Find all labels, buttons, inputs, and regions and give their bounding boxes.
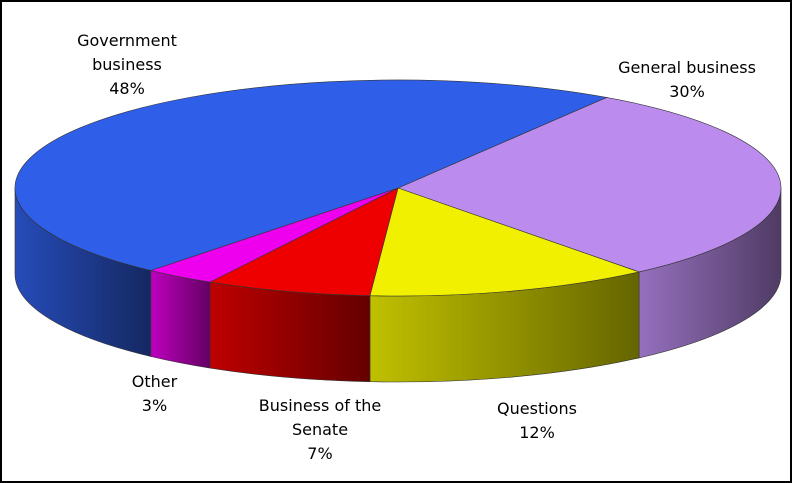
value-label: 30% — [669, 82, 705, 101]
slice — [369, 187, 641, 297]
value-label: 12% — [519, 423, 555, 442]
category-label: Government business — [77, 31, 177, 74]
category-label: General business — [618, 58, 756, 77]
value-label: 48% — [109, 79, 145, 98]
category-label: Other — [131, 372, 178, 391]
value-label: 3% — [141, 396, 168, 415]
slice-side — [150, 270, 211, 369]
slice-side — [209, 281, 371, 383]
slice — [397, 97, 782, 273]
category-label: Business of the Senate — [258, 396, 382, 439]
slice — [14, 79, 608, 271]
slice — [209, 187, 399, 297]
value-label: 7% — [307, 444, 333, 463]
category-label: Questions — [497, 399, 577, 418]
